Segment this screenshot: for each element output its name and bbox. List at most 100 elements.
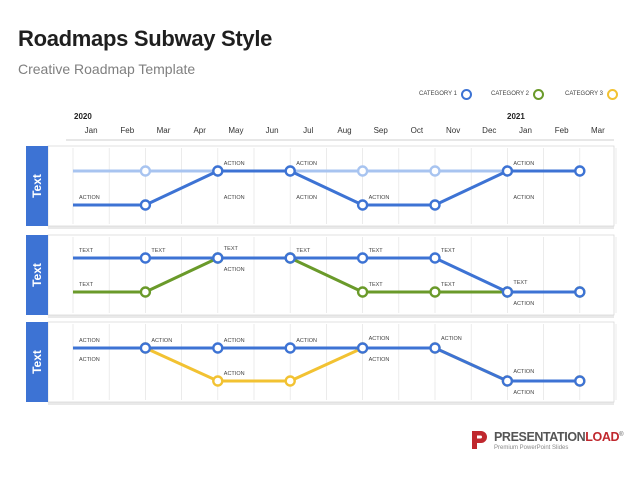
station-icon: [429, 165, 441, 177]
subway-line-green: [73, 256, 580, 294]
legend-item-category-2: CATEGORY 2: [491, 86, 545, 102]
lane-tab-label: Text: [30, 174, 44, 198]
subway-line-blue: [73, 346, 580, 383]
lane-panel: [47, 234, 615, 316]
legend-label: CATEGORY 2: [491, 91, 530, 97]
station-label: ACTION: [513, 369, 534, 375]
station-icon: [212, 165, 224, 177]
legend-ring-icon: [461, 88, 473, 100]
station-label: ACTION: [513, 161, 534, 167]
legend-item-category-3: CATEGORY 3: [565, 86, 619, 102]
station-label: ACTION: [224, 267, 245, 273]
station-icon: [501, 286, 514, 298]
lane-tab: [26, 146, 48, 226]
station-label: TEXT: [441, 282, 456, 288]
station-icon: [429, 252, 441, 264]
station-label: ACTION: [369, 336, 390, 342]
station-icon: [356, 165, 369, 177]
station-icon: [429, 286, 441, 298]
station-label: ACTION: [513, 390, 534, 396]
month-label: Nov: [445, 126, 461, 135]
station-label: TEXT: [151, 248, 166, 254]
station-icon: [284, 165, 296, 177]
station-label: ACTION: [224, 161, 245, 167]
station-icon: [284, 252, 296, 264]
year-label-2021: 2021: [507, 112, 525, 121]
subway-line-blue: [73, 169, 580, 207]
legend-ring-icon: [607, 88, 619, 100]
station-label: ACTION: [296, 161, 317, 167]
station-icon: [429, 199, 441, 211]
station-icon: [356, 286, 369, 298]
month-label: Oct: [410, 126, 424, 135]
station-label: TEXT: [296, 248, 311, 254]
month-label: Mar: [156, 126, 171, 135]
station-label: TEXT: [513, 280, 528, 286]
month-label: May: [228, 126, 244, 135]
logo-tagline: Premium PowerPoint Slides: [494, 445, 569, 452]
station-icon: [574, 375, 586, 387]
station-icon: [139, 286, 152, 298]
lane-tab: [26, 235, 48, 315]
lane-panel: [47, 145, 615, 227]
station-icon: [574, 165, 586, 177]
station-label: ACTION: [369, 357, 390, 363]
month-label: Sep: [373, 126, 388, 135]
legend-item-category-1: CATEGORY 1: [419, 86, 473, 102]
subway-line-blue: [73, 256, 580, 294]
station-icon: [356, 342, 369, 354]
logo-brand: PRESENTATIONLOAD®: [494, 430, 624, 445]
month-label: Feb: [120, 126, 135, 135]
station-label: ACTION: [224, 371, 245, 377]
legend-label: CATEGORY 3: [565, 91, 604, 97]
month-label: Jun: [265, 126, 279, 135]
legend-label: CATEGORY 1: [419, 91, 458, 97]
station-icon: [501, 165, 514, 177]
station-label: ACTION: [224, 338, 245, 344]
month-label: Dec: [482, 126, 497, 135]
station-label: ACTION: [296, 195, 317, 201]
station-label: TEXT: [224, 246, 239, 252]
station-label: ACTION: [296, 338, 317, 344]
lane-tab-label: Text: [30, 263, 44, 287]
station-icon: [212, 252, 224, 264]
station-icon: [139, 342, 152, 354]
station-icon: [501, 375, 514, 387]
lane-tab: [26, 322, 48, 402]
page-subtitle: Creative Roadmap Template: [18, 61, 196, 77]
station-icon: [284, 375, 296, 387]
station-icon: [284, 342, 296, 354]
month-label: Jul: [303, 126, 314, 135]
station-label: ACTION: [224, 195, 245, 201]
station-icon: [139, 165, 152, 177]
legend-ring-icon: [533, 88, 545, 100]
station-label: ACTION: [369, 195, 390, 201]
station-label: ACTION: [79, 195, 100, 201]
station-icon: [139, 199, 152, 211]
station-icon: [212, 342, 224, 354]
station-icon: [139, 252, 152, 264]
station-label: TEXT: [369, 282, 384, 288]
station-icon: [429, 342, 441, 354]
station-label: ACTION: [513, 195, 534, 201]
station-label: ACTION: [441, 336, 462, 342]
month-label: Apr: [193, 126, 206, 135]
month-label: Jan: [519, 126, 532, 135]
station-label: TEXT: [369, 248, 384, 254]
month-label: Jan: [84, 126, 98, 135]
station-icon: [356, 199, 369, 211]
lane-tab-label: Text: [30, 350, 44, 374]
station-label: ACTION: [513, 301, 534, 307]
station-icon: [356, 252, 369, 264]
station-label: TEXT: [79, 282, 94, 288]
logo-p-icon: [472, 431, 487, 450]
month-label: Aug: [337, 126, 352, 135]
page-title: Roadmaps Subway Style: [18, 26, 273, 51]
month-label: Feb: [554, 126, 569, 135]
station-label: ACTION: [151, 338, 172, 344]
year-label-2020: 2020: [74, 112, 92, 121]
station-label: ACTION: [79, 338, 100, 344]
station-icon: [574, 286, 586, 298]
station-icon: [212, 375, 224, 387]
